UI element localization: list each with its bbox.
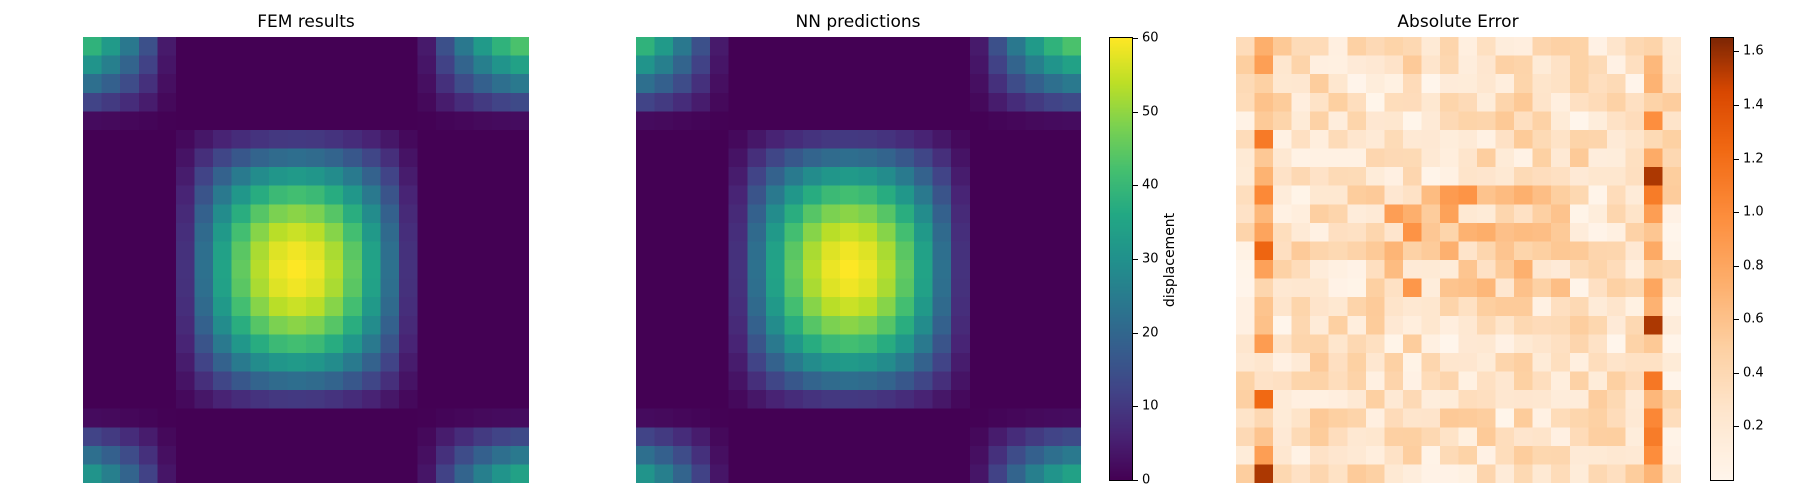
displacement-tick-label: 60 [1142,30,1159,46]
displacement-tick-mark [1133,111,1138,113]
displacement-tick-mark [1133,480,1138,481]
error-tick-label: 1.4 [1743,97,1764,113]
error-tick-mark [1734,372,1739,374]
error-tick-label: 1.6 [1743,43,1764,59]
displacement-tick-label: 40 [1142,177,1159,193]
nn-title: NN predictions [795,12,921,32]
displacement-tick-mark [1133,38,1138,39]
error-tick-mark [1734,265,1739,267]
error-tick-label: 0.4 [1743,365,1764,381]
displacement-colorbar-label: displacement [1162,212,1178,308]
displacement-tick-mark [1133,185,1138,187]
error-heatmap [1236,37,1681,483]
error-tick-mark [1734,51,1739,53]
displacement-tick-mark [1133,332,1138,334]
error-tick-mark [1734,158,1739,160]
error-tick-label: 1.0 [1743,204,1764,220]
displacement-tick-mark [1133,259,1138,260]
displacement-tick-label: 30 [1142,251,1159,267]
fem-title: FEM results [257,12,355,32]
displacement-colorbar [1110,38,1132,480]
error-tick-label: 0.2 [1743,418,1764,434]
displacement-tick-label: 0 [1142,472,1151,488]
error-tick-mark [1734,426,1739,428]
error-tick-label: 0.6 [1743,311,1764,327]
displacement-tick-label: 20 [1142,325,1159,341]
error-tick-label: 1.2 [1743,151,1764,167]
displacement-tick-label: 10 [1142,398,1159,414]
fem-heatmap [83,37,529,483]
nn-heatmap [636,37,1081,483]
error-tick-mark [1734,104,1739,106]
error-title: Absolute Error [1397,12,1519,32]
displacement-tick-label: 50 [1142,104,1159,120]
displacement-tick-mark [1133,406,1138,408]
error-tick-mark [1734,319,1739,321]
error-colorbar [1711,38,1733,480]
error-tick-mark [1734,212,1739,214]
error-tick-label: 0.8 [1743,258,1764,274]
